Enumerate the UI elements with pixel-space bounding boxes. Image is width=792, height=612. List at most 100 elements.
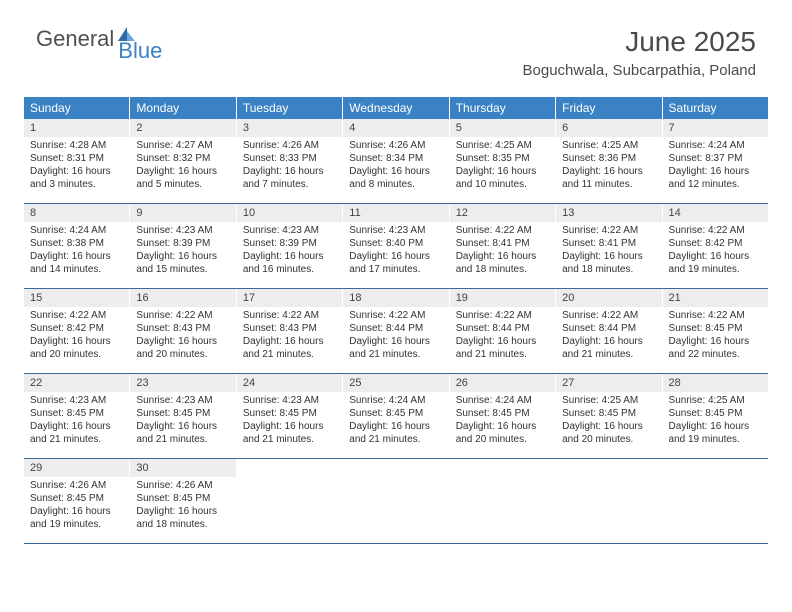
day-number: 15 <box>24 289 129 307</box>
calendar-day: 7Sunrise: 4:24 AMSunset: 8:37 PMDaylight… <box>663 119 768 203</box>
sunset-text: Sunset: 8:42 PM <box>669 237 762 250</box>
sunrise-text: Sunrise: 4:23 AM <box>243 394 336 407</box>
day-body: Sunrise: 4:22 AMSunset: 8:44 PMDaylight:… <box>450 307 555 365</box>
day-number: 28 <box>663 374 768 392</box>
daylight-text: Daylight: 16 hours and 12 minutes. <box>669 165 762 191</box>
day-number: 27 <box>556 374 661 392</box>
sunrise-text: Sunrise: 4:22 AM <box>136 309 229 322</box>
sunset-text: Sunset: 8:41 PM <box>562 237 655 250</box>
calendar-day: 4 Sunrise: 4:26 AMSunset: 8:34 PMDaylight… <box>343 119 449 203</box>
sunrise-text: Sunrise: 4:22 AM <box>562 224 655 237</box>
day-body: Sunrise: 4:22 AMSunset: 8:43 PMDaylight:… <box>237 307 342 365</box>
daylight-text: Daylight: 16 hours and 19 minutes. <box>669 420 762 446</box>
sunrise-text: Sunrise: 4:24 AM <box>30 224 123 237</box>
calendar-day: 12Sunrise: 4:22 AMSunset: 8:41 PMDayligh… <box>450 204 556 288</box>
day-body: Sunrise: 4:22 AMSunset: 8:42 PMDaylight:… <box>663 222 768 280</box>
sunset-text: Sunset: 8:34 PM <box>349 152 442 165</box>
day-number: 12 <box>450 204 555 222</box>
calendar-day: 2Sunrise: 4:27 AMSunset: 8:32 PMDaylight… <box>130 119 236 203</box>
sunset-text: Sunset: 8:40 PM <box>349 237 442 250</box>
daylight-text: Daylight: 16 hours and 20 minutes. <box>562 420 655 446</box>
daylight-text: Daylight: 16 hours and 22 minutes. <box>669 335 762 361</box>
day-body: Sunrise: 4:23 AMSunset: 8:40 PMDaylight:… <box>343 222 448 280</box>
sunset-text: Sunset: 8:32 PM <box>136 152 229 165</box>
day-body: Sunrise: 4:22 AMSunset: 8:42 PMDaylight:… <box>24 307 129 365</box>
day-number: 24 <box>237 374 342 392</box>
sunrise-text: Sunrise: 4:23 AM <box>136 394 229 407</box>
day-body: Sunrise: 4:24 AMSunset: 8:38 PMDaylight:… <box>24 222 129 280</box>
day-body: Sunrise: 4:25 AMSunset: 8:35 PMDaylight:… <box>450 137 555 195</box>
calendar-day: 1Sunrise: 4:28 AMSunset: 8:31 PMDaylight… <box>24 119 130 203</box>
sunset-text: Sunset: 8:39 PM <box>136 237 229 250</box>
day-number: 6 <box>556 119 661 137</box>
day-body: Sunrise: 4:24 AMSunset: 8:45 PMDaylight:… <box>450 392 555 450</box>
calendar-day: 6Sunrise: 4:25 AMSunset: 8:36 PMDaylight… <box>556 119 662 203</box>
sunset-text: Sunset: 8:31 PM <box>30 152 123 165</box>
calendar-day: 20Sunrise: 4:22 AMSunset: 8:44 PMDayligh… <box>556 289 662 373</box>
day-number: 21 <box>663 289 768 307</box>
sunrise-text: Sunrise: 4:26 AM <box>349 139 442 152</box>
day-body: Sunrise: 4:24 AMSunset: 8:45 PMDaylight:… <box>343 392 448 450</box>
calendar-week: 15Sunrise: 4:22 AMSunset: 8:42 PMDayligh… <box>24 289 768 374</box>
day-number: 3 <box>237 119 342 137</box>
sunrise-text: Sunrise: 4:22 AM <box>669 309 762 322</box>
calendar-day: 21Sunrise: 4:22 AMSunset: 8:45 PMDayligh… <box>663 289 768 373</box>
day-number: 4 <box>343 119 448 137</box>
month-title: June 2025 <box>523 26 757 58</box>
sunrise-text: Sunrise: 4:22 AM <box>456 309 549 322</box>
daylight-text: Daylight: 16 hours and 10 minutes. <box>456 165 549 191</box>
sunrise-text: Sunrise: 4:28 AM <box>30 139 123 152</box>
daylight-text: Daylight: 16 hours and 21 minutes. <box>243 335 336 361</box>
daylight-text: Daylight: 16 hours and 8 minutes. <box>349 165 442 191</box>
calendar-day: 27Sunrise: 4:25 AMSunset: 8:45 PMDayligh… <box>556 374 662 458</box>
daylight-text: Daylight: 16 hours and 21 minutes. <box>562 335 655 361</box>
calendar-day: 5Sunrise: 4:25 AMSunset: 8:35 PMDaylight… <box>450 119 556 203</box>
day-body: Sunrise: 4:26 AMSunset: 8:45 PMDaylight:… <box>24 477 129 535</box>
day-body: Sunrise: 4:25 AMSunset: 8:36 PMDaylight:… <box>556 137 661 195</box>
sunrise-text: Sunrise: 4:22 AM <box>562 309 655 322</box>
day-number: 16 <box>130 289 235 307</box>
brand-part1: General <box>36 26 114 52</box>
calendar-day: 17Sunrise: 4:22 AMSunset: 8:43 PMDayligh… <box>237 289 343 373</box>
daylight-text: Daylight: 16 hours and 18 minutes. <box>136 505 229 531</box>
calendar-day: 13Sunrise: 4:22 AMSunset: 8:41 PMDayligh… <box>556 204 662 288</box>
weekday-header: Sunday <box>24 97 130 119</box>
sunrise-text: Sunrise: 4:24 AM <box>669 139 762 152</box>
calendar-week: 29Sunrise: 4:26 AMSunset: 8:45 PMDayligh… <box>24 459 768 544</box>
calendar-day: 30Sunrise: 4:26 AMSunset: 8:45 PMDayligh… <box>130 459 236 543</box>
daylight-text: Daylight: 16 hours and 21 minutes. <box>456 335 549 361</box>
daylight-text: Daylight: 16 hours and 21 minutes. <box>349 335 442 361</box>
sunrise-text: Sunrise: 4:27 AM <box>136 139 229 152</box>
sunset-text: Sunset: 8:45 PM <box>136 407 229 420</box>
sunset-text: Sunset: 8:44 PM <box>456 322 549 335</box>
daylight-text: Daylight: 16 hours and 20 minutes. <box>30 335 123 361</box>
daylight-text: Daylight: 16 hours and 19 minutes. <box>669 250 762 276</box>
weekday-header: Saturday <box>663 97 768 119</box>
sunrise-text: Sunrise: 4:23 AM <box>30 394 123 407</box>
sunrise-text: Sunrise: 4:26 AM <box>136 479 229 492</box>
page-header: General Blue June 2025 Boguchwala, Subca… <box>0 0 792 87</box>
calendar-day: 29Sunrise: 4:26 AMSunset: 8:45 PMDayligh… <box>24 459 130 543</box>
sunrise-text: Sunrise: 4:25 AM <box>456 139 549 152</box>
day-number: 9 <box>130 204 235 222</box>
title-block: June 2025 Boguchwala, Subcarpathia, Pola… <box>523 26 757 79</box>
calendar-day <box>450 459 556 543</box>
sunset-text: Sunset: 8:45 PM <box>456 407 549 420</box>
sunset-text: Sunset: 8:33 PM <box>243 152 336 165</box>
daylight-text: Daylight: 16 hours and 21 minutes. <box>30 420 123 446</box>
daylight-text: Daylight: 16 hours and 15 minutes. <box>136 250 229 276</box>
calendar-day <box>556 459 662 543</box>
sunrise-text: Sunrise: 4:26 AM <box>243 139 336 152</box>
brand-logo: General Blue <box>36 26 180 52</box>
sunrise-text: Sunrise: 4:24 AM <box>349 394 442 407</box>
daylight-text: Daylight: 16 hours and 16 minutes. <box>243 250 336 276</box>
sunset-text: Sunset: 8:44 PM <box>349 322 442 335</box>
day-number: 7 <box>663 119 768 137</box>
day-number: 13 <box>556 204 661 222</box>
sunrise-text: Sunrise: 4:22 AM <box>349 309 442 322</box>
day-body: Sunrise: 4:23 AMSunset: 8:39 PMDaylight:… <box>237 222 342 280</box>
weekday-header: Thursday <box>450 97 556 119</box>
day-number: 1 <box>24 119 129 137</box>
calendar-day <box>663 459 768 543</box>
sunset-text: Sunset: 8:41 PM <box>456 237 549 250</box>
